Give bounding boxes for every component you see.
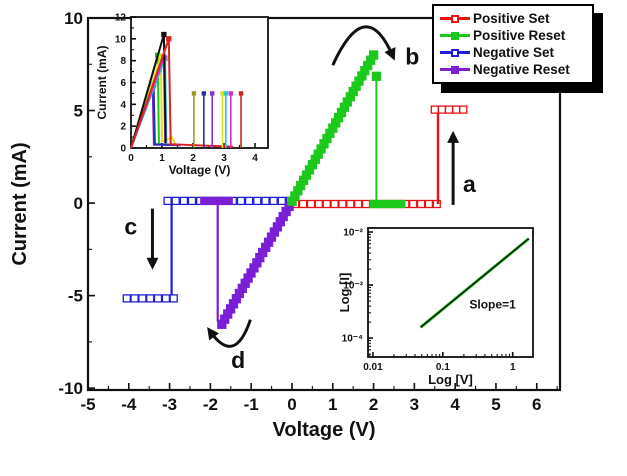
svg-text:0: 0 <box>74 194 83 213</box>
svg-text:12: 12 <box>115 13 127 24</box>
reset-spike <box>238 91 244 148</box>
reset-spike <box>228 91 234 148</box>
svg-text:2: 2 <box>190 153 196 164</box>
svg-text:-10: -10 <box>58 379 83 398</box>
svg-text:6: 6 <box>120 78 126 89</box>
svg-text:Log [V]: Log [V] <box>428 372 473 387</box>
svg-text:a: a <box>463 171 476 197</box>
svg-text:3: 3 <box>410 395 419 414</box>
annotation <box>146 208 159 270</box>
svg-text:4: 4 <box>120 100 126 111</box>
legend-item-negative-reset: Negative Reset <box>440 61 587 78</box>
svg-text:1: 1 <box>510 362 516 373</box>
svg-text:1: 1 <box>328 395 337 414</box>
svg-text:10⁻²: 10⁻² <box>343 228 363 239</box>
annotation-slope-1: Slope=1 <box>469 298 516 312</box>
series-cycle-ramp-red <box>130 36 234 149</box>
legend-label: Positive Set <box>473 11 550 26</box>
svg-text:c: c <box>124 214 137 240</box>
svg-text:10⁻³: 10⁻³ <box>343 281 363 292</box>
legend-line-swatch <box>440 65 470 74</box>
legend-label: Negative Reset <box>473 62 570 77</box>
svg-text:-3: -3 <box>162 395 177 414</box>
legend: Positive Set Positive Reset Negative Set Ne… <box>432 4 594 84</box>
svg-text:1: 1 <box>159 153 165 164</box>
annotation-d: d <box>231 347 245 373</box>
reset-spike <box>191 91 197 148</box>
legend-item-negative-set: Negative Set <box>440 44 587 61</box>
annotation-b: b <box>405 43 419 69</box>
svg-text:Current (mA): Current (mA) <box>95 45 109 119</box>
svg-text:-5: -5 <box>68 287 83 306</box>
svg-text:b: b <box>405 43 419 69</box>
svg-text:10: 10 <box>64 9 83 28</box>
series-negative-reset <box>200 196 297 329</box>
svg-text:Log [I]: Log [I] <box>337 273 352 313</box>
svg-text:8: 8 <box>120 56 126 67</box>
svg-text:-1: -1 <box>244 395 259 414</box>
annotation <box>207 319 252 348</box>
reset-spike <box>220 91 225 148</box>
reset-spike <box>223 91 229 148</box>
svg-text:-2: -2 <box>203 395 218 414</box>
legend-marker-open-square <box>451 48 459 57</box>
legend-marker-open-square <box>451 14 459 23</box>
annotation <box>331 25 396 66</box>
legend-label: Negative Set <box>473 45 555 60</box>
legend-marker-filled-square <box>451 65 459 74</box>
series-linear-fit <box>420 238 530 328</box>
svg-text:2: 2 <box>369 395 378 414</box>
legend-label: Positive Reset <box>473 28 566 43</box>
svg-text:4: 4 <box>450 395 460 414</box>
inset-loglog-axes: 0.01 0.1 1 10⁻² 10⁻³ 10⁻⁴ <box>342 228 516 373</box>
svg-text:-4: -4 <box>121 395 137 414</box>
svg-text:Voltage (V): Voltage (V) <box>273 419 376 441</box>
svg-text:Current (mA): Current (mA) <box>9 142 31 265</box>
legend-line-swatch <box>440 48 470 57</box>
svg-text:-5: -5 <box>80 395 95 414</box>
legend-item-positive-reset: Positive Reset <box>440 27 587 44</box>
series-positive-reset <box>287 50 406 209</box>
svg-text:Voltage (V): Voltage (V) <box>169 163 231 177</box>
series-cycle-ramp-black <box>130 31 167 149</box>
series-positive-set <box>291 105 468 209</box>
svg-text:0.01: 0.01 <box>363 362 383 373</box>
reset-spike <box>210 91 215 148</box>
svg-text:10: 10 <box>115 34 127 45</box>
svg-text:3: 3 <box>221 153 227 164</box>
reset-spike <box>201 91 207 148</box>
svg-text:Slope=1: Slope=1 <box>469 298 516 312</box>
svg-text:6: 6 <box>532 395 541 414</box>
inset-loglog: 0.01 0.1 1 10⁻² 10⁻³ 10⁻⁴ Log [V] Log [I] Slope=… <box>337 227 534 387</box>
svg-text:5: 5 <box>491 395 500 414</box>
legend-line-swatch <box>440 31 470 40</box>
annotation <box>447 130 460 205</box>
svg-text:0: 0 <box>287 395 296 414</box>
svg-text:0: 0 <box>128 153 134 164</box>
svg-text:10⁻⁴: 10⁻⁴ <box>342 334 363 345</box>
svg-text:5: 5 <box>74 101 83 120</box>
svg-text:2: 2 <box>120 122 126 133</box>
legend-marker-filled-square <box>451 31 459 40</box>
svg-text:0: 0 <box>120 144 126 155</box>
annotation-a: a <box>463 171 476 197</box>
annotation-c: c <box>124 214 137 240</box>
legend-line-swatch <box>440 14 470 23</box>
legend-item-positive-set: Positive Set <box>440 10 587 27</box>
svg-text:0.1: 0.1 <box>436 362 450 373</box>
svg-text:d: d <box>231 347 245 373</box>
svg-text:4: 4 <box>252 153 258 164</box>
